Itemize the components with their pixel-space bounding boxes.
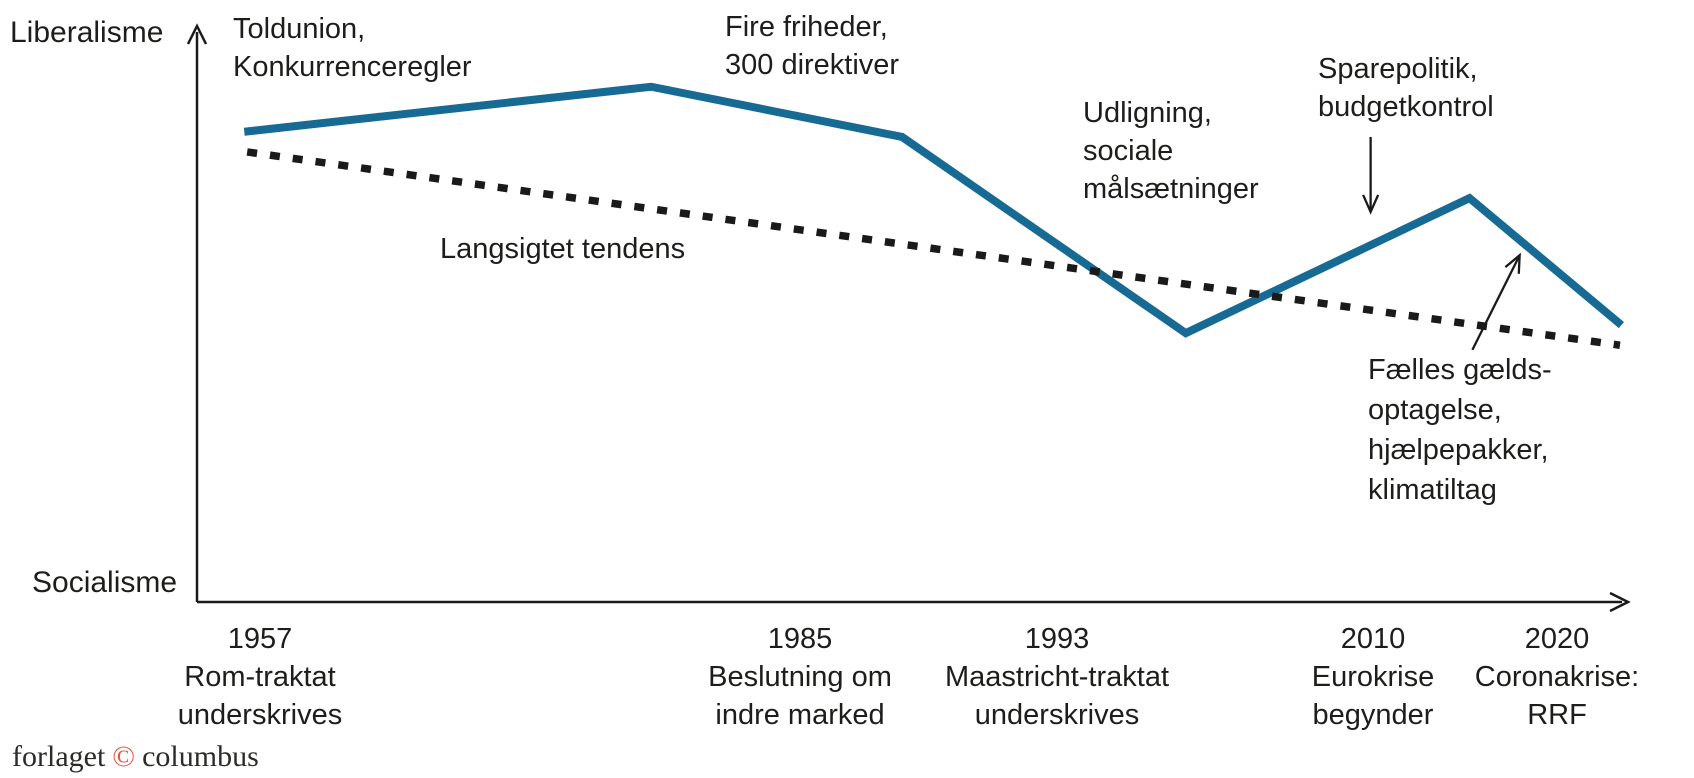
annotation-line: hjælpepakker, [1368, 434, 1549, 466]
annotation-udligning: Udligning, sociale målsætninger [1083, 94, 1259, 208]
annotation-line: optagelse, [1368, 394, 1502, 426]
tick-label-line: Rom-traktat [184, 661, 336, 693]
x-axis-arrowhead-icon [1609, 591, 1631, 613]
tick-label-line: Maastricht-traktat [945, 661, 1169, 693]
tick-label-line: Eurokrise [1311, 661, 1435, 693]
tick-label-line: Beslutning om [708, 661, 892, 693]
y-axis-label-liberalisme: Liberalisme [10, 16, 164, 49]
annotation-line: målsætninger [1083, 173, 1259, 205]
annotation-sparepolitik: Sparepolitik, budgetkontrol [1318, 50, 1494, 126]
annotation-line: 300 direktiver [725, 49, 900, 81]
copyright-icon: © [112, 740, 136, 773]
tick-label-line: RRF [1527, 699, 1587, 731]
annotation-line: Sparepolitik, [1318, 53, 1478, 85]
tick-label-line: Coronakrise: [1474, 661, 1640, 693]
tick-year: 1985 [767, 623, 833, 655]
x-tick-1985: 1985 Beslutning om indre marked [708, 620, 892, 734]
annotation-line: Fælles gælds- [1368, 354, 1552, 386]
eu-series-line [243, 82, 1624, 338]
annotation-toldunion: Toldunion, Konkurrenceregler [233, 10, 472, 86]
annotation-faelles-gaeld: Fælles gælds- optagelse, hjælpepakker, k… [1368, 350, 1552, 510]
x-tick-1957: 1957 Rom-traktat underskrives [178, 620, 342, 734]
annotation-line: Konkurrenceregler [233, 51, 472, 83]
x-tick-2020: 2020 Coronakrise: RRF [1475, 620, 1639, 734]
publisher-name: columbus [142, 740, 259, 773]
x-tick-2010: 2010 Eurokrise begynder [1312, 620, 1435, 734]
publisher-credit: forlaget © columbus [12, 740, 259, 774]
sparepolitik-arrow-head-icon [1362, 194, 1380, 215]
tick-year: 2020 [1524, 623, 1590, 655]
annotation-langsigtet-tendens: Langsigtet tendens [440, 233, 686, 265]
trend-line [246, 148, 1621, 349]
annotation-line: budgetkontrol [1318, 91, 1494, 123]
annotation-line: Toldunion, [233, 13, 366, 45]
annotation-line: Fire friheder, [725, 11, 888, 43]
annotation-line: Udligning, [1083, 97, 1212, 129]
tick-year: 1957 [227, 623, 293, 655]
annotation-fire-friheder: Fire friheder, 300 direktiver [725, 8, 899, 84]
tick-year: 2010 [1340, 623, 1406, 655]
publisher-prefix: forlaget [12, 740, 106, 773]
y-axis-label-socialisme: Socialisme [32, 566, 178, 599]
tick-label-line: begynder [1312, 699, 1434, 731]
y-axis-arrowhead-icon [186, 23, 208, 45]
annotation-line: sociale [1083, 135, 1174, 167]
tick-label-line: underskrives [974, 699, 1140, 731]
tick-year: 1993 [1024, 623, 1090, 655]
tick-label-line: indre marked [715, 699, 885, 731]
faelles-gaeld-arrow [1471, 256, 1520, 351]
annotation-line: klimatiltag [1368, 474, 1497, 506]
x-tick-1993: 1993 Maastricht-traktat underskrives [945, 620, 1169, 734]
faelles-gaeld-arrow-head-icon [1504, 252, 1521, 274]
tick-label-line: underskrives [177, 699, 343, 731]
